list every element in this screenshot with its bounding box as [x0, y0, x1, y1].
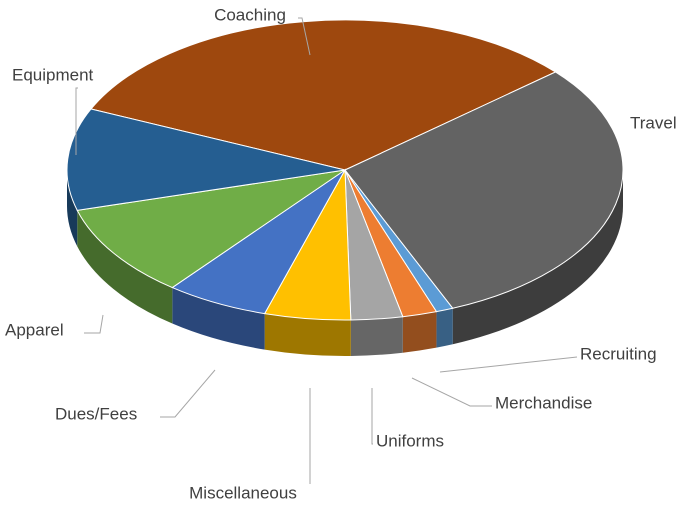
slice: [344, 71, 624, 309]
leader-line: [439, 356, 578, 373]
slice-side: [172, 287, 265, 350]
slice-side: [67, 170, 78, 247]
leader-line: [160, 369, 216, 418]
slice-side: [436, 308, 453, 348]
slice-label: Recruiting: [580, 344, 657, 363]
slice: [66, 108, 346, 211]
leader-line: [75, 87, 78, 155]
slice-label: Miscellaneous: [189, 483, 297, 502]
leader-line: [298, 17, 311, 56]
leader-line: [371, 388, 373, 445]
slice-side: [264, 313, 351, 356]
leader-line: [84, 314, 104, 334]
slice-label: Equipment: [12, 65, 94, 84]
slice: [76, 169, 346, 289]
slice-side: [452, 170, 623, 345]
slice-label: Coaching: [214, 5, 286, 24]
slice-label: Dues/Fees: [55, 404, 137, 423]
slice: [90, 19, 557, 171]
slice-side: [77, 210, 173, 324]
slice-side: [350, 316, 403, 356]
slice-side: [402, 311, 437, 353]
slice-label: Merchandise: [495, 393, 592, 412]
slice-label: Uniforms: [376, 431, 444, 450]
slice-label: Apparel: [5, 320, 64, 339]
leader-line: [411, 377, 492, 407]
slice-label: Travel: [630, 113, 677, 132]
